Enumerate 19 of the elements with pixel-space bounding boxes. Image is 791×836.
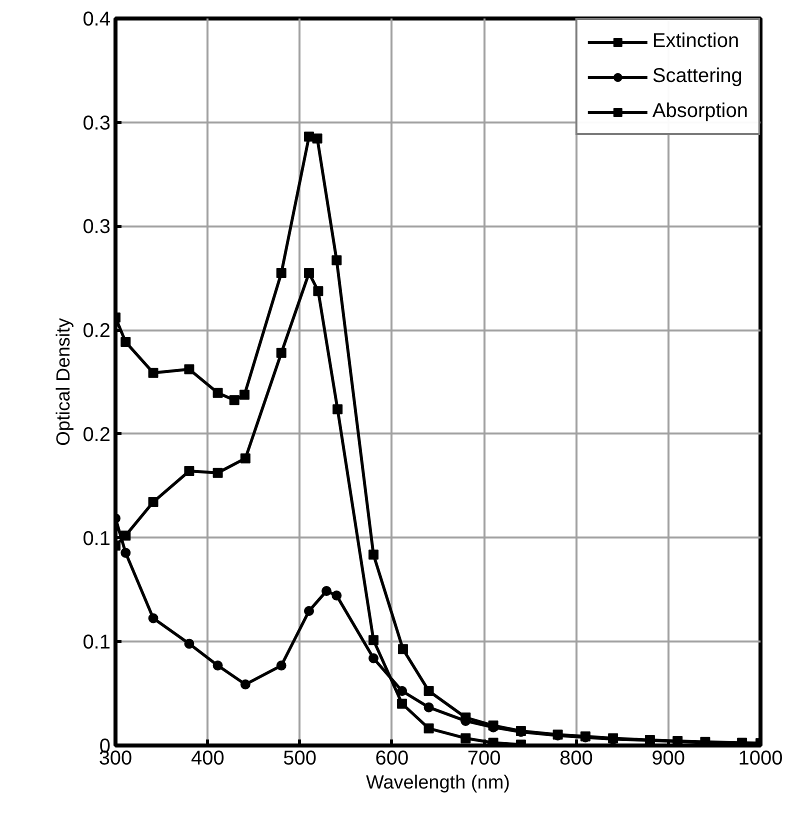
y-tick-label: 0.3 — [82, 216, 111, 238]
x-tick-label: 400 — [190, 748, 224, 770]
x-axis-title: Wavelength (nm) — [366, 772, 510, 794]
y-tick-label: 0.3 — [82, 112, 111, 134]
y-tick-label: 0.2 — [82, 424, 111, 446]
y-tick-label: 0.1 — [82, 528, 111, 550]
legend-label: Scattering — [652, 65, 742, 88]
y-tick-label: 0.4 — [82, 8, 111, 30]
y-axis-title: Optical Density — [54, 318, 75, 446]
x-tick-label: 500 — [283, 748, 316, 770]
x-tick-label: 800 — [560, 748, 593, 770]
x-tick-label: 600 — [375, 748, 409, 770]
legend-label: Absorption — [652, 100, 748, 123]
y-tick-label: 0.1 — [82, 632, 111, 654]
legend-label: Extinction — [652, 30, 740, 53]
x-tick-label: 1000 — [738, 748, 783, 770]
y-tick-label: 0.2 — [82, 320, 111, 342]
x-tick-label: 700 — [467, 748, 501, 770]
x-tick-label: 900 — [652, 748, 686, 770]
